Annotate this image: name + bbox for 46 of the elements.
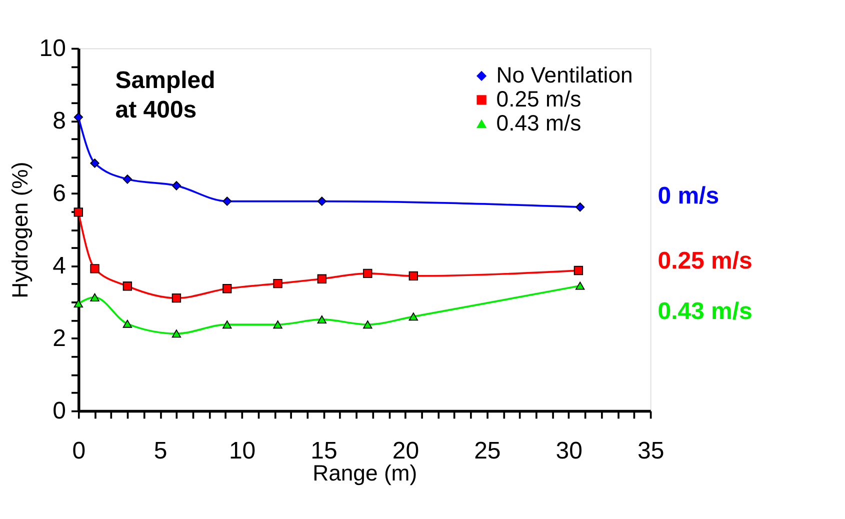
y-tick-label: 4 [52, 252, 66, 280]
x-tick-label: 35 [637, 437, 664, 464]
point [222, 284, 232, 294]
x-tick-label: 5 [154, 437, 168, 464]
text: 0.43 m/s [658, 298, 752, 325]
legend-label: No Ventilation [496, 62, 633, 88]
point [172, 181, 182, 190]
point [576, 202, 585, 212]
point [408, 271, 418, 281]
point [222, 320, 232, 329]
point [90, 158, 100, 168]
point [172, 330, 182, 338]
point [222, 196, 232, 206]
point [122, 174, 132, 184]
x-tick-label: 30 [556, 437, 582, 464]
point [90, 293, 100, 302]
x-tick-label: 25 [474, 437, 501, 464]
y-tick-label: 10 [39, 35, 66, 62]
text: 0.25 m/s [658, 248, 752, 275]
y-tick-label: 0 [52, 398, 66, 425]
point [74, 112, 83, 122]
point [273, 320, 282, 329]
text: 0 m/s [658, 182, 720, 210]
point [576, 282, 585, 290]
point [172, 293, 182, 303]
point [363, 320, 372, 329]
point [122, 320, 132, 328]
point [574, 266, 584, 276]
annotation: Sampled at 400s [115, 66, 216, 124]
y-tick-label: 8 [52, 108, 66, 135]
x-tick-label: 10 [228, 437, 256, 464]
point [363, 268, 372, 278]
y-tick-label: 2 [52, 325, 66, 352]
x-tick-label: 0 [72, 437, 86, 464]
point [74, 208, 83, 217]
point [317, 315, 326, 324]
y-tick-label: 6 [52, 180, 66, 208]
y-axis-title: Hydrogen (%) [7, 162, 32, 298]
point [273, 278, 282, 288]
legend-label: 0.43 m/s [496, 110, 582, 136]
point [408, 312, 418, 321]
legend-label: 0.25 m/s [496, 86, 582, 112]
point [122, 282, 132, 291]
point [317, 274, 326, 284]
point [317, 196, 326, 206]
point [90, 264, 100, 274]
